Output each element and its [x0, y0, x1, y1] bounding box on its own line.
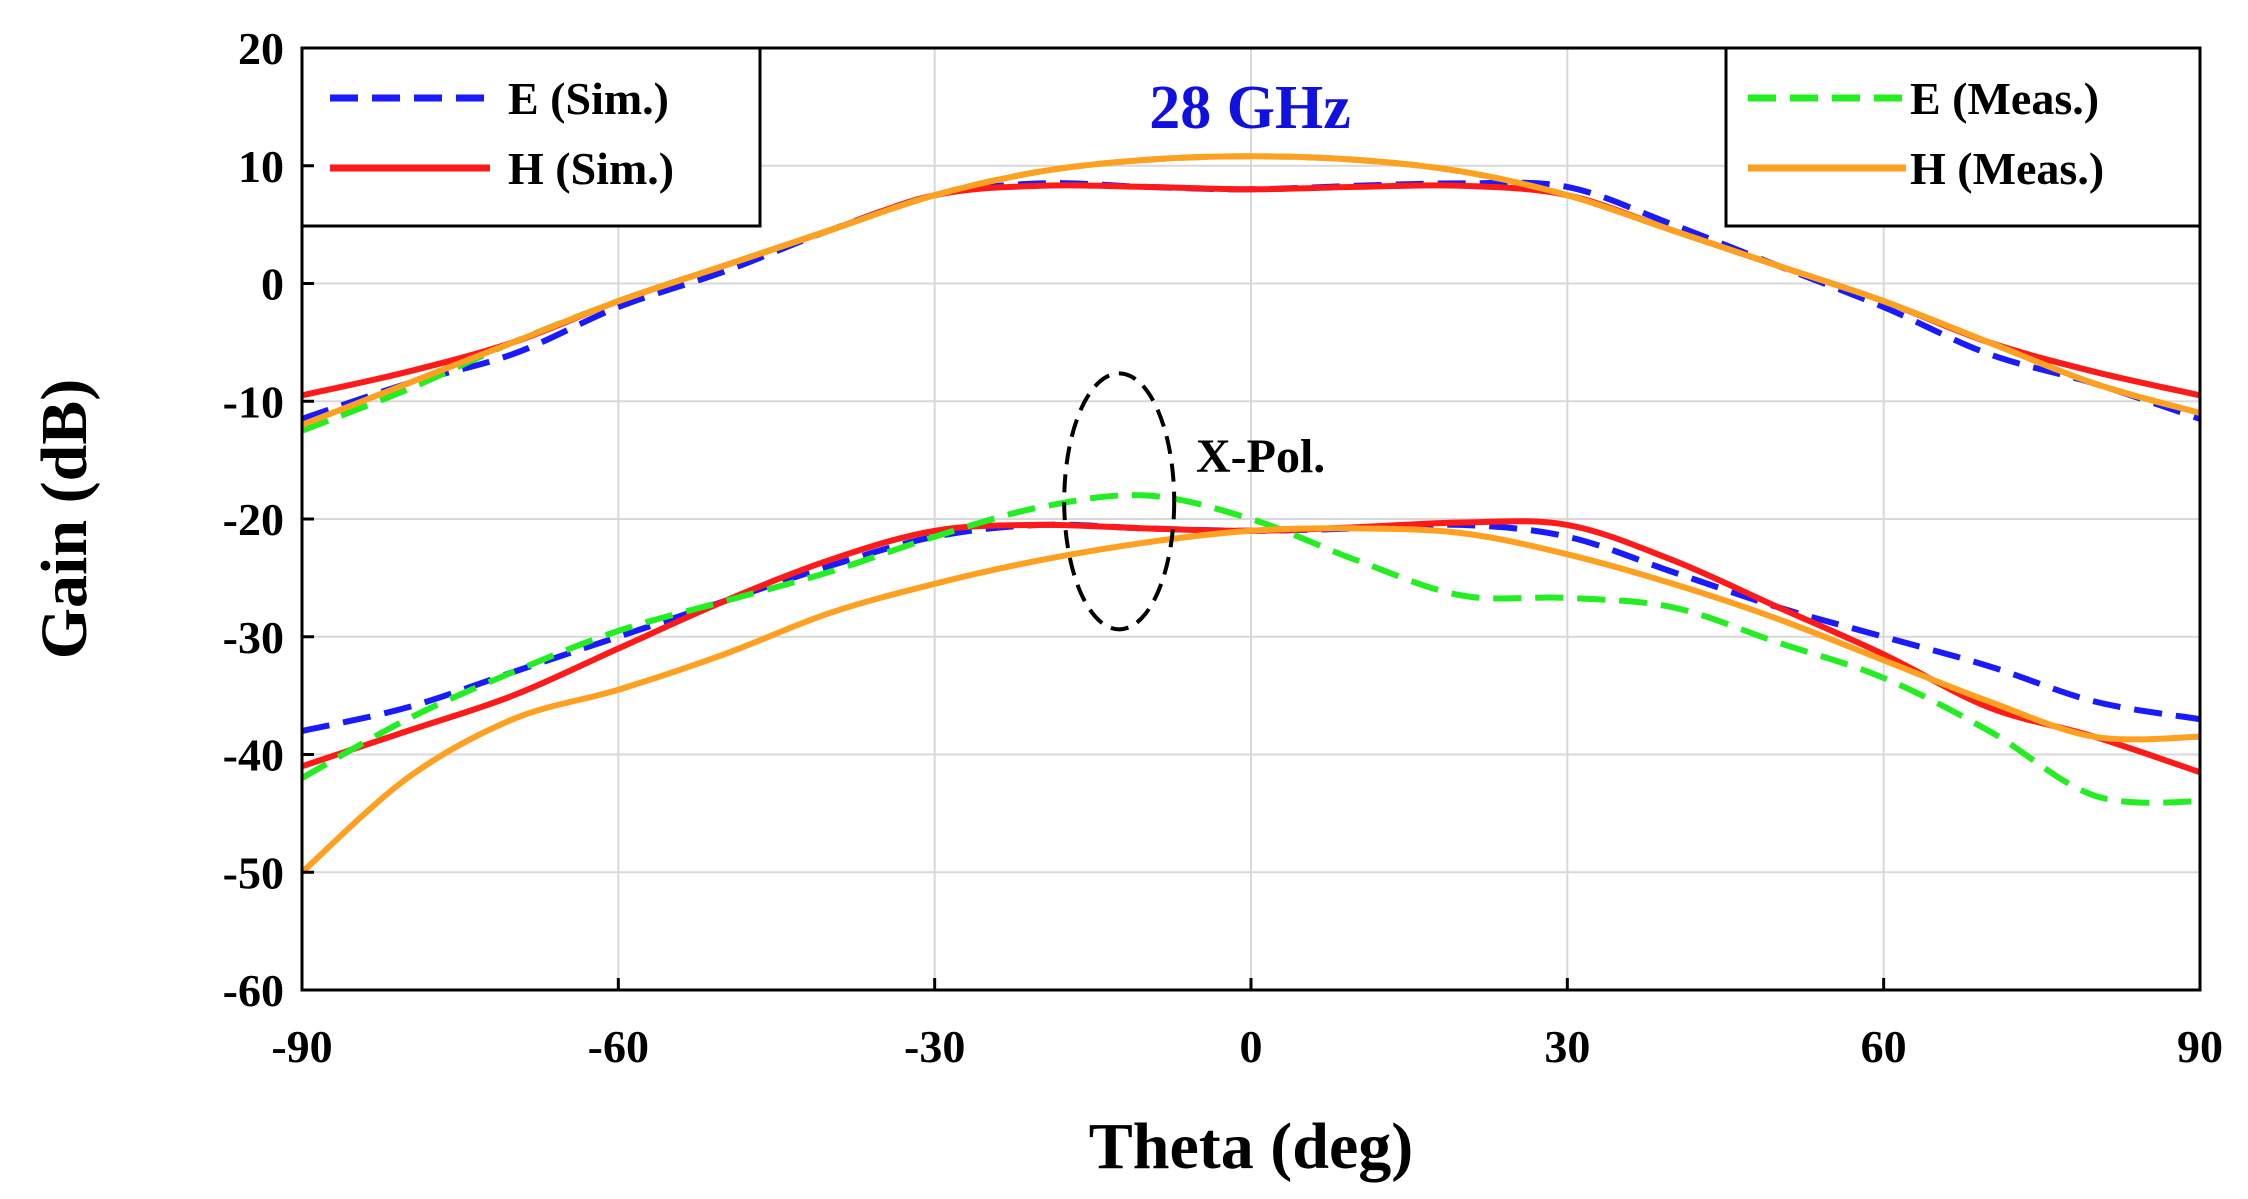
y-tick-label: -60	[223, 965, 284, 1016]
y-tick-label: 20	[238, 23, 284, 74]
series-line-h-meas	[300, 153, 2201, 428]
legend-label-e-sim: E (Sim.)	[508, 73, 669, 124]
series-line-h-meas	[299, 525, 2201, 875]
y-tick-label: 0	[261, 259, 284, 310]
legend-right: E (Meas.) H (Meas.)	[1748, 73, 2104, 194]
y-tick-label: -30	[223, 612, 284, 663]
x-axis-title: Theta (deg)	[1089, 1110, 1413, 1183]
legend-label-h-sim: H (Sim.)	[508, 143, 674, 194]
x-tick-label: -90	[271, 1021, 332, 1072]
y-axis-title: Gain (dB)	[28, 379, 101, 660]
x-tick-label: 90	[2177, 1021, 2223, 1072]
x-pol-ellipse	[1062, 371, 1177, 632]
series-line-e-meas	[300, 492, 2201, 806]
x-tick-label: -30	[904, 1021, 965, 1072]
legend-left: E (Sim.) H (Sim.)	[330, 73, 674, 194]
y-tick-label: -40	[223, 730, 284, 781]
y-tick-label: -10	[223, 376, 284, 427]
y-tick-label: -20	[223, 494, 284, 545]
legend-label-e-meas: E (Meas.)	[1910, 73, 2099, 124]
legend-box-left	[300, 46, 762, 228]
legend-boxes	[300, 46, 2202, 228]
x-tick-label: 0	[1240, 1021, 1263, 1072]
x-tick-label: 60	[1861, 1021, 1907, 1072]
legend-box-right	[1724, 46, 2202, 228]
x-pol-annotation: X-Pol.	[1196, 430, 1325, 483]
legend-label-h-meas: H (Meas.)	[1910, 143, 2104, 194]
chart-title: 28 GHz	[1149, 74, 1350, 142]
x-tick-label: -60	[588, 1021, 649, 1072]
series-layer	[299, 153, 2201, 875]
y-tick-label: -50	[223, 847, 284, 898]
x-tick-label: 30	[1544, 1021, 1590, 1072]
y-tick-label: 10	[238, 141, 284, 192]
